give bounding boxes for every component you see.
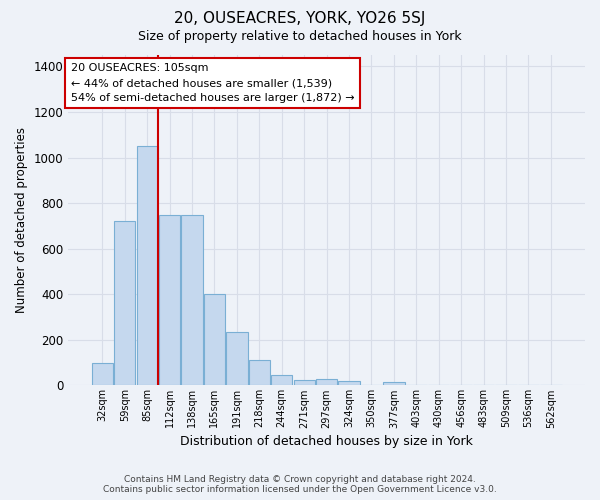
Text: 20, OUSEACRES, YORK, YO26 5SJ: 20, OUSEACRES, YORK, YO26 5SJ: [175, 12, 425, 26]
Bar: [137, 146, 158, 386]
Text: 20 OUSEACRES: 105sqm
← 44% of detached houses are smaller (1,539)
54% of semi-de: 20 OUSEACRES: 105sqm ← 44% of detached h…: [71, 64, 355, 103]
Bar: [293, 380, 315, 386]
Bar: [114, 222, 136, 386]
Bar: [383, 382, 404, 386]
Text: Size of property relative to detached houses in York: Size of property relative to detached ho…: [138, 30, 462, 43]
Bar: [181, 214, 203, 386]
Bar: [248, 360, 270, 386]
X-axis label: Distribution of detached houses by size in York: Distribution of detached houses by size …: [180, 434, 473, 448]
Bar: [204, 294, 225, 386]
Bar: [338, 381, 359, 386]
Text: Contains HM Land Registry data © Crown copyright and database right 2024.
Contai: Contains HM Land Registry data © Crown c…: [103, 474, 497, 494]
Bar: [159, 214, 180, 386]
Bar: [92, 362, 113, 386]
Bar: [226, 332, 248, 386]
Bar: [316, 378, 337, 386]
Y-axis label: Number of detached properties: Number of detached properties: [15, 127, 28, 313]
Bar: [271, 375, 292, 386]
